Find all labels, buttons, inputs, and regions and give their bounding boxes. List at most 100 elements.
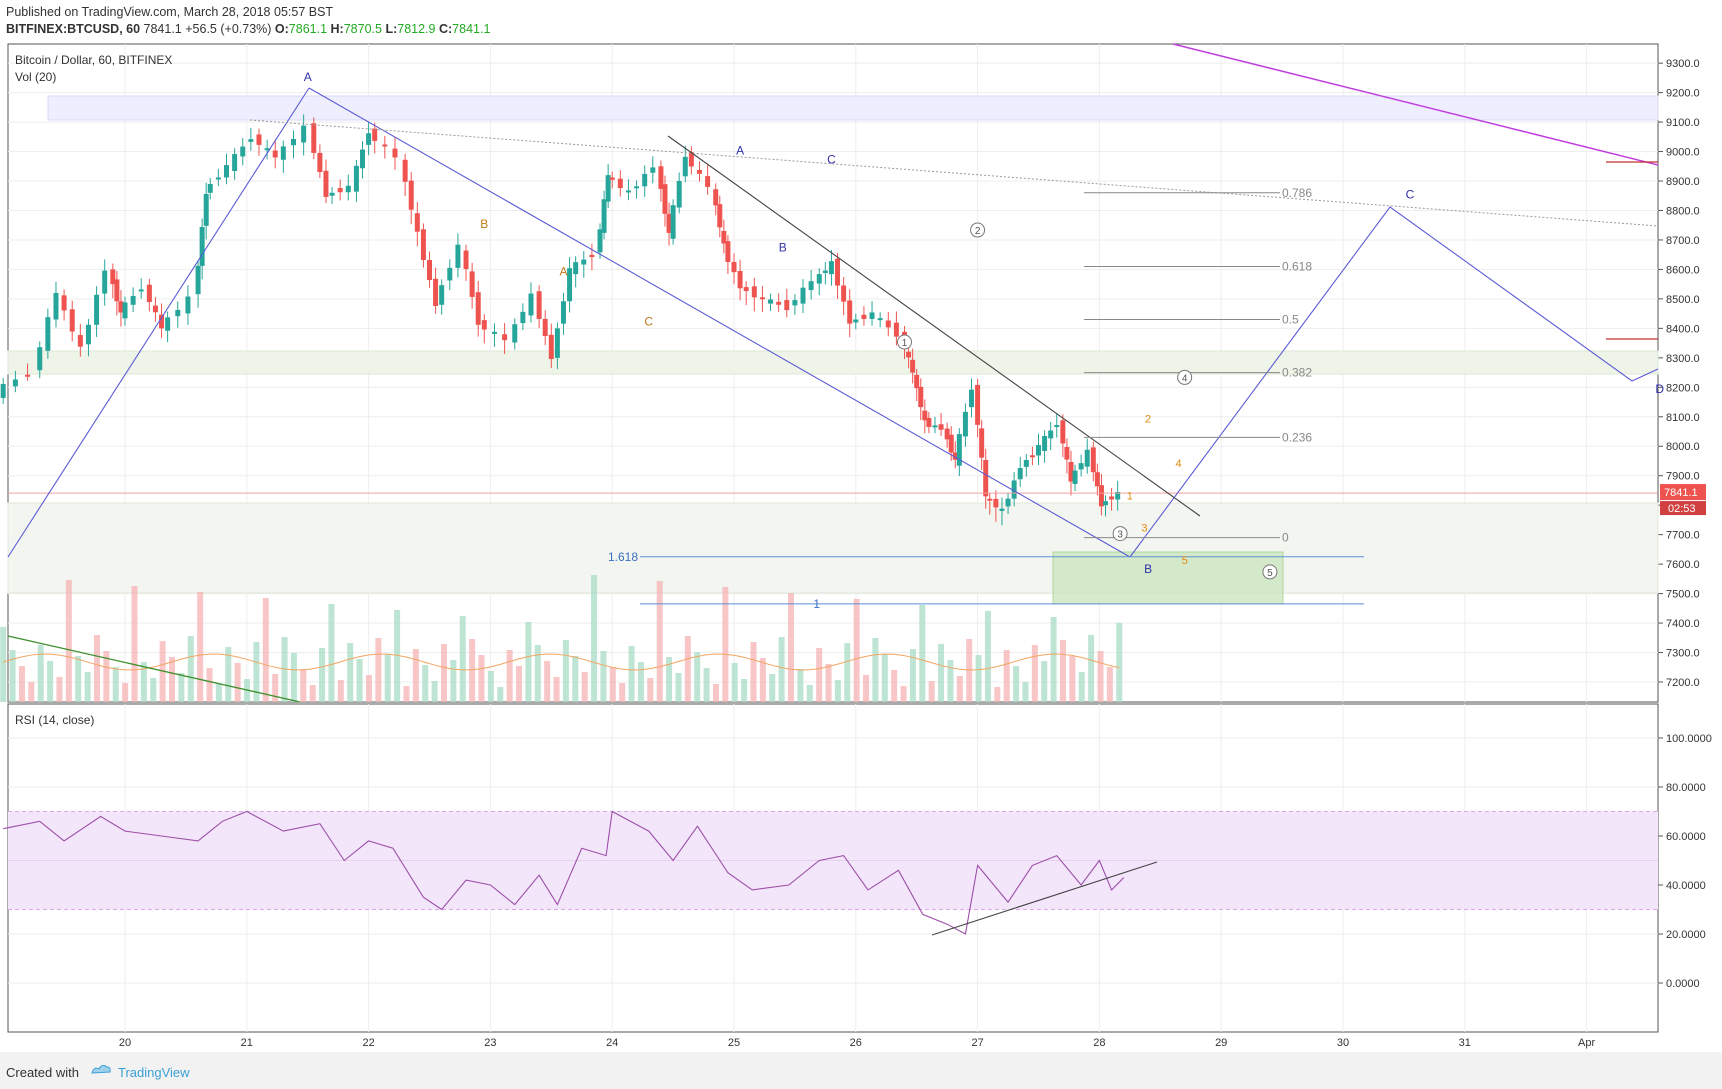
candle-body <box>1060 420 1066 444</box>
volume-bar <box>994 687 1001 702</box>
x-tick-label: 25 <box>728 1037 740 1049</box>
candle-body <box>861 314 867 319</box>
candle-body <box>1072 470 1078 484</box>
candle-body <box>1029 455 1035 458</box>
circled-wave-label: 5 <box>1267 568 1273 579</box>
tradingview-logo-icon[interactable] <box>90 1061 112 1077</box>
candle-body <box>670 205 676 239</box>
price-tick-label: 8700.0 <box>1666 235 1700 247</box>
volume-bar <box>1097 651 1104 702</box>
wave-line-decline <box>308 87 1131 558</box>
volume-bar <box>290 653 297 702</box>
candle-body <box>195 265 201 295</box>
created-with-label: Created with <box>6 1065 79 1080</box>
volume-bar <box>1003 650 1010 702</box>
volume-bar <box>375 638 382 702</box>
fib-level-label: 0.382 <box>1282 366 1312 380</box>
high-value: 7870.5 <box>343 22 382 36</box>
last-price-value: 7841.1 <box>1664 487 1698 499</box>
candle-body <box>625 190 631 193</box>
volume-bar <box>187 636 194 702</box>
volume-bar <box>834 680 841 702</box>
price-tick-label: 9100.0 <box>1666 117 1700 129</box>
x-tick-label: 21 <box>241 1037 253 1049</box>
volume-bar <box>300 669 307 702</box>
candle-body <box>122 302 128 319</box>
candle-body <box>751 286 757 298</box>
candle-body <box>1068 461 1074 482</box>
rsi-tick-label: 40.0000 <box>1666 880 1706 892</box>
candle-body <box>822 270 828 273</box>
volume-bar <box>900 686 907 702</box>
volume-bar <box>863 675 870 702</box>
volume-bar <box>328 604 335 702</box>
candle-body <box>548 334 554 360</box>
volume-bar <box>544 661 551 702</box>
volume-bar <box>450 660 457 702</box>
volume-bar <box>272 674 279 702</box>
symbol-line: BITFINEX:BTCUSD, 60 7841.1 +56.5 (+0.73%… <box>6 22 490 36</box>
price-tick-label: 9200.0 <box>1666 88 1700 100</box>
candle-body <box>1054 425 1060 428</box>
candle-body <box>800 287 806 304</box>
rsi-tick-label: 0.0000 <box>1666 978 1700 990</box>
candle-body <box>427 259 432 281</box>
volume-bar <box>1069 656 1076 702</box>
volume-bar <box>206 668 213 702</box>
candle-body <box>835 258 841 286</box>
candle-body <box>1094 472 1100 487</box>
candle-body <box>420 229 426 260</box>
symbol[interactable]: BITFINEX:BTCUSD, 60 <box>6 22 141 36</box>
candle-body <box>597 229 603 253</box>
candle-body <box>272 150 278 158</box>
volume-bar <box>1022 682 1029 702</box>
x-tick-label: 22 <box>362 1037 374 1049</box>
x-tick-label: 24 <box>606 1037 618 1049</box>
volume-bar <box>93 635 100 702</box>
rsi-line <box>3 810 1125 935</box>
candle-body <box>776 301 782 305</box>
candle-body <box>45 317 51 351</box>
candle-body <box>102 270 108 294</box>
candle-body <box>1098 485 1104 507</box>
candle-body <box>910 359 916 373</box>
price-tick-label: 9300.0 <box>1666 58 1700 70</box>
candle-body <box>1102 501 1108 506</box>
candle-body <box>110 269 116 285</box>
volume-bar <box>1059 640 1066 702</box>
candle-body <box>118 301 124 313</box>
rsi-tick-label: 80.0000 <box>1666 782 1706 794</box>
volume-bar <box>459 616 466 702</box>
circled-wave-label: 3 <box>1117 530 1123 541</box>
volume-bar <box>403 686 410 702</box>
candle-body <box>581 259 587 265</box>
candle-body <box>1011 480 1017 499</box>
volume-bar <box>694 652 701 702</box>
price-tick-label: 8100.0 <box>1666 412 1700 424</box>
candle-body <box>392 148 398 158</box>
wave-label: A <box>304 70 312 84</box>
tradingview-brand[interactable]: TradingView <box>118 1065 190 1080</box>
candle-body <box>37 347 43 371</box>
price-tick-label: 7900.0 <box>1666 471 1700 483</box>
candle-body <box>975 384 981 425</box>
candle-body <box>317 152 323 172</box>
candle-body <box>1084 449 1090 467</box>
rsi-divergence-line <box>931 861 1158 936</box>
candle-body <box>944 428 950 440</box>
volume-bar <box>84 672 91 702</box>
candle-body <box>962 411 968 437</box>
candle-body <box>224 165 229 178</box>
candle-body <box>853 319 859 323</box>
candle-body <box>337 188 343 193</box>
volume-bar <box>28 682 35 702</box>
volume-bar <box>703 668 710 702</box>
volume-bar <box>487 671 494 702</box>
volume-bar <box>769 674 776 702</box>
candle-body <box>475 292 481 325</box>
candle-body <box>688 152 694 167</box>
price-tick-label: 9000.0 <box>1666 147 1700 159</box>
volume-bar <box>975 655 982 702</box>
wave-label: B <box>480 217 488 231</box>
